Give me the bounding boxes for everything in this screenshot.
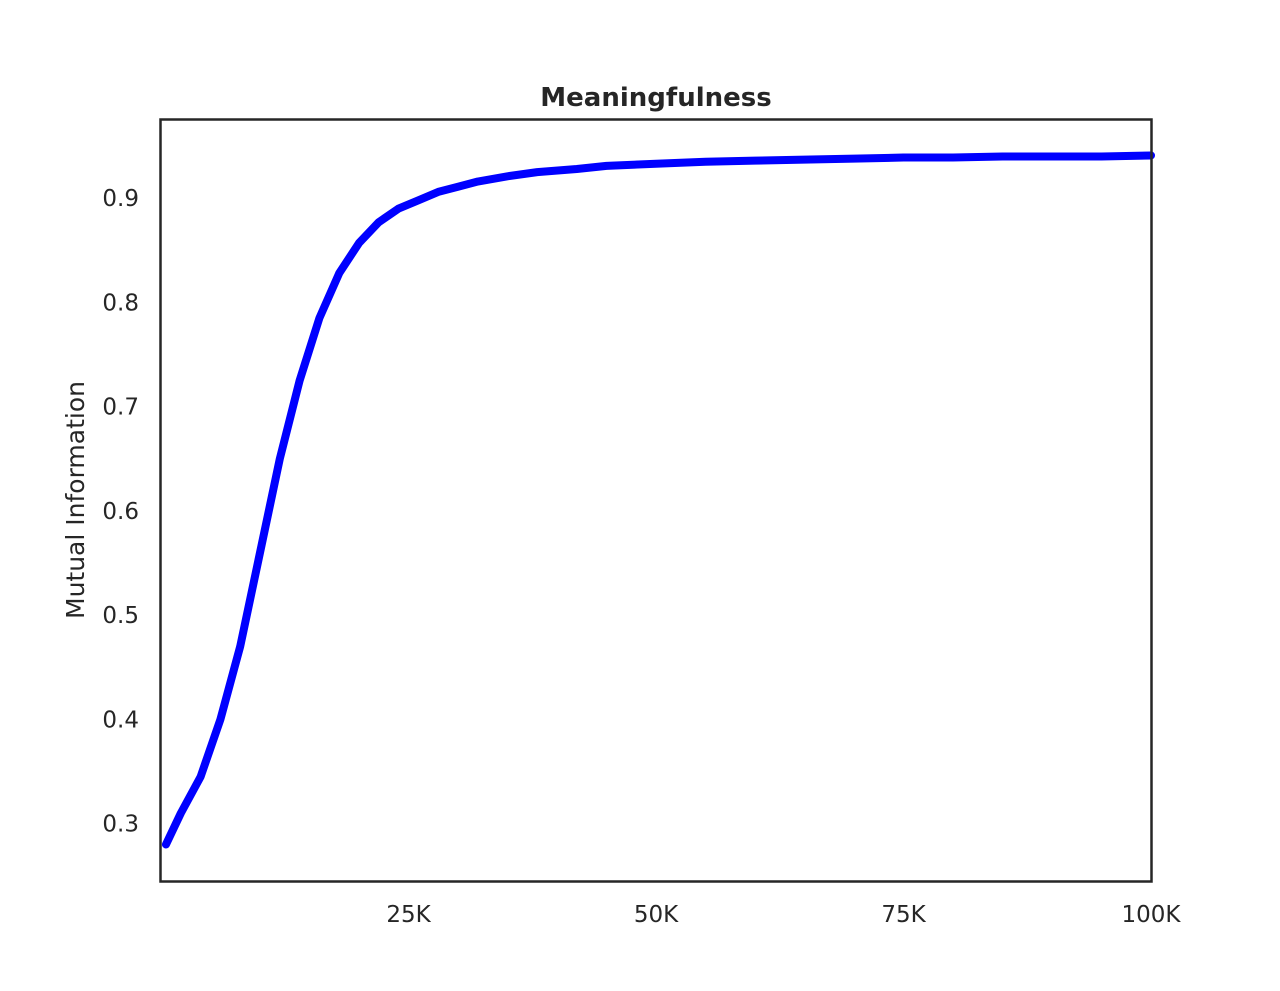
y-tick-label: 0.7 [102, 395, 139, 421]
x-tick-label: 75K [881, 902, 926, 928]
y-tick-label: 0.3 [102, 812, 139, 838]
x-tick-label: 50K [634, 902, 679, 928]
plot-area-frame [159, 118, 1153, 883]
series-line [161, 151, 1155, 849]
y-axis-ticks: 0.3 0.4 0.5 0.6 0.7 0.8 0.9 [102, 186, 139, 837]
y-tick-label: 0.5 [102, 603, 139, 629]
x-tick-label: 25K [386, 902, 431, 928]
y-tick-label: 0.6 [102, 499, 139, 525]
x-tick-label: 100K [1122, 902, 1182, 928]
series-group [161, 151, 1155, 849]
y-tick-label: 0.9 [102, 186, 139, 212]
chart-title: Meaningfulness [540, 83, 771, 113]
y-axis-label: Mutual Information [61, 381, 90, 619]
y-tick-label: 0.4 [102, 707, 139, 733]
y-tick-label: 0.8 [102, 290, 139, 316]
x-axis-ticks: 25K 50K 75K 100K [386, 902, 1181, 928]
